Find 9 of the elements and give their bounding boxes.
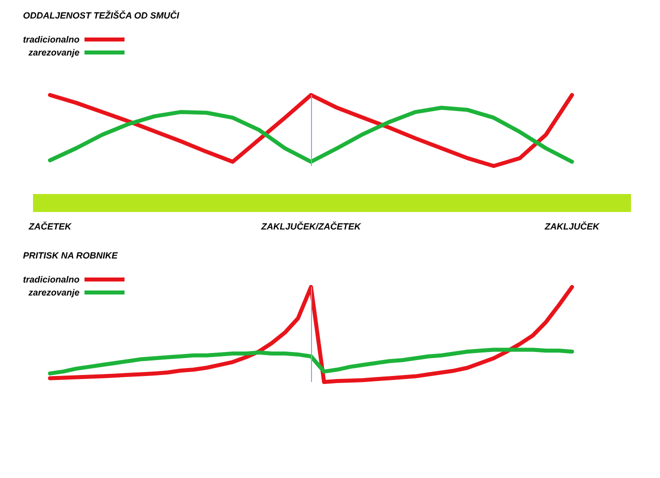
legend-label: zarezovanje [27, 48, 80, 58]
x-tick-label: ZAČETEK [28, 220, 73, 232]
chart-title: ODDALJENOST TEŽIŠČA OD SMUČI [23, 10, 180, 20]
legend-label: zarezovanje [27, 288, 80, 298]
chart-title: PRITISK NA ROBNIKE [23, 250, 119, 260]
legend-label: tradicionalno [22, 274, 80, 284]
x-tick-label: ZAKLJUČEK [544, 220, 601, 232]
x-tick-label: ZAKLJUČEK/ZAČETEK [260, 220, 362, 232]
legend-label: tradicionalno [22, 34, 80, 44]
